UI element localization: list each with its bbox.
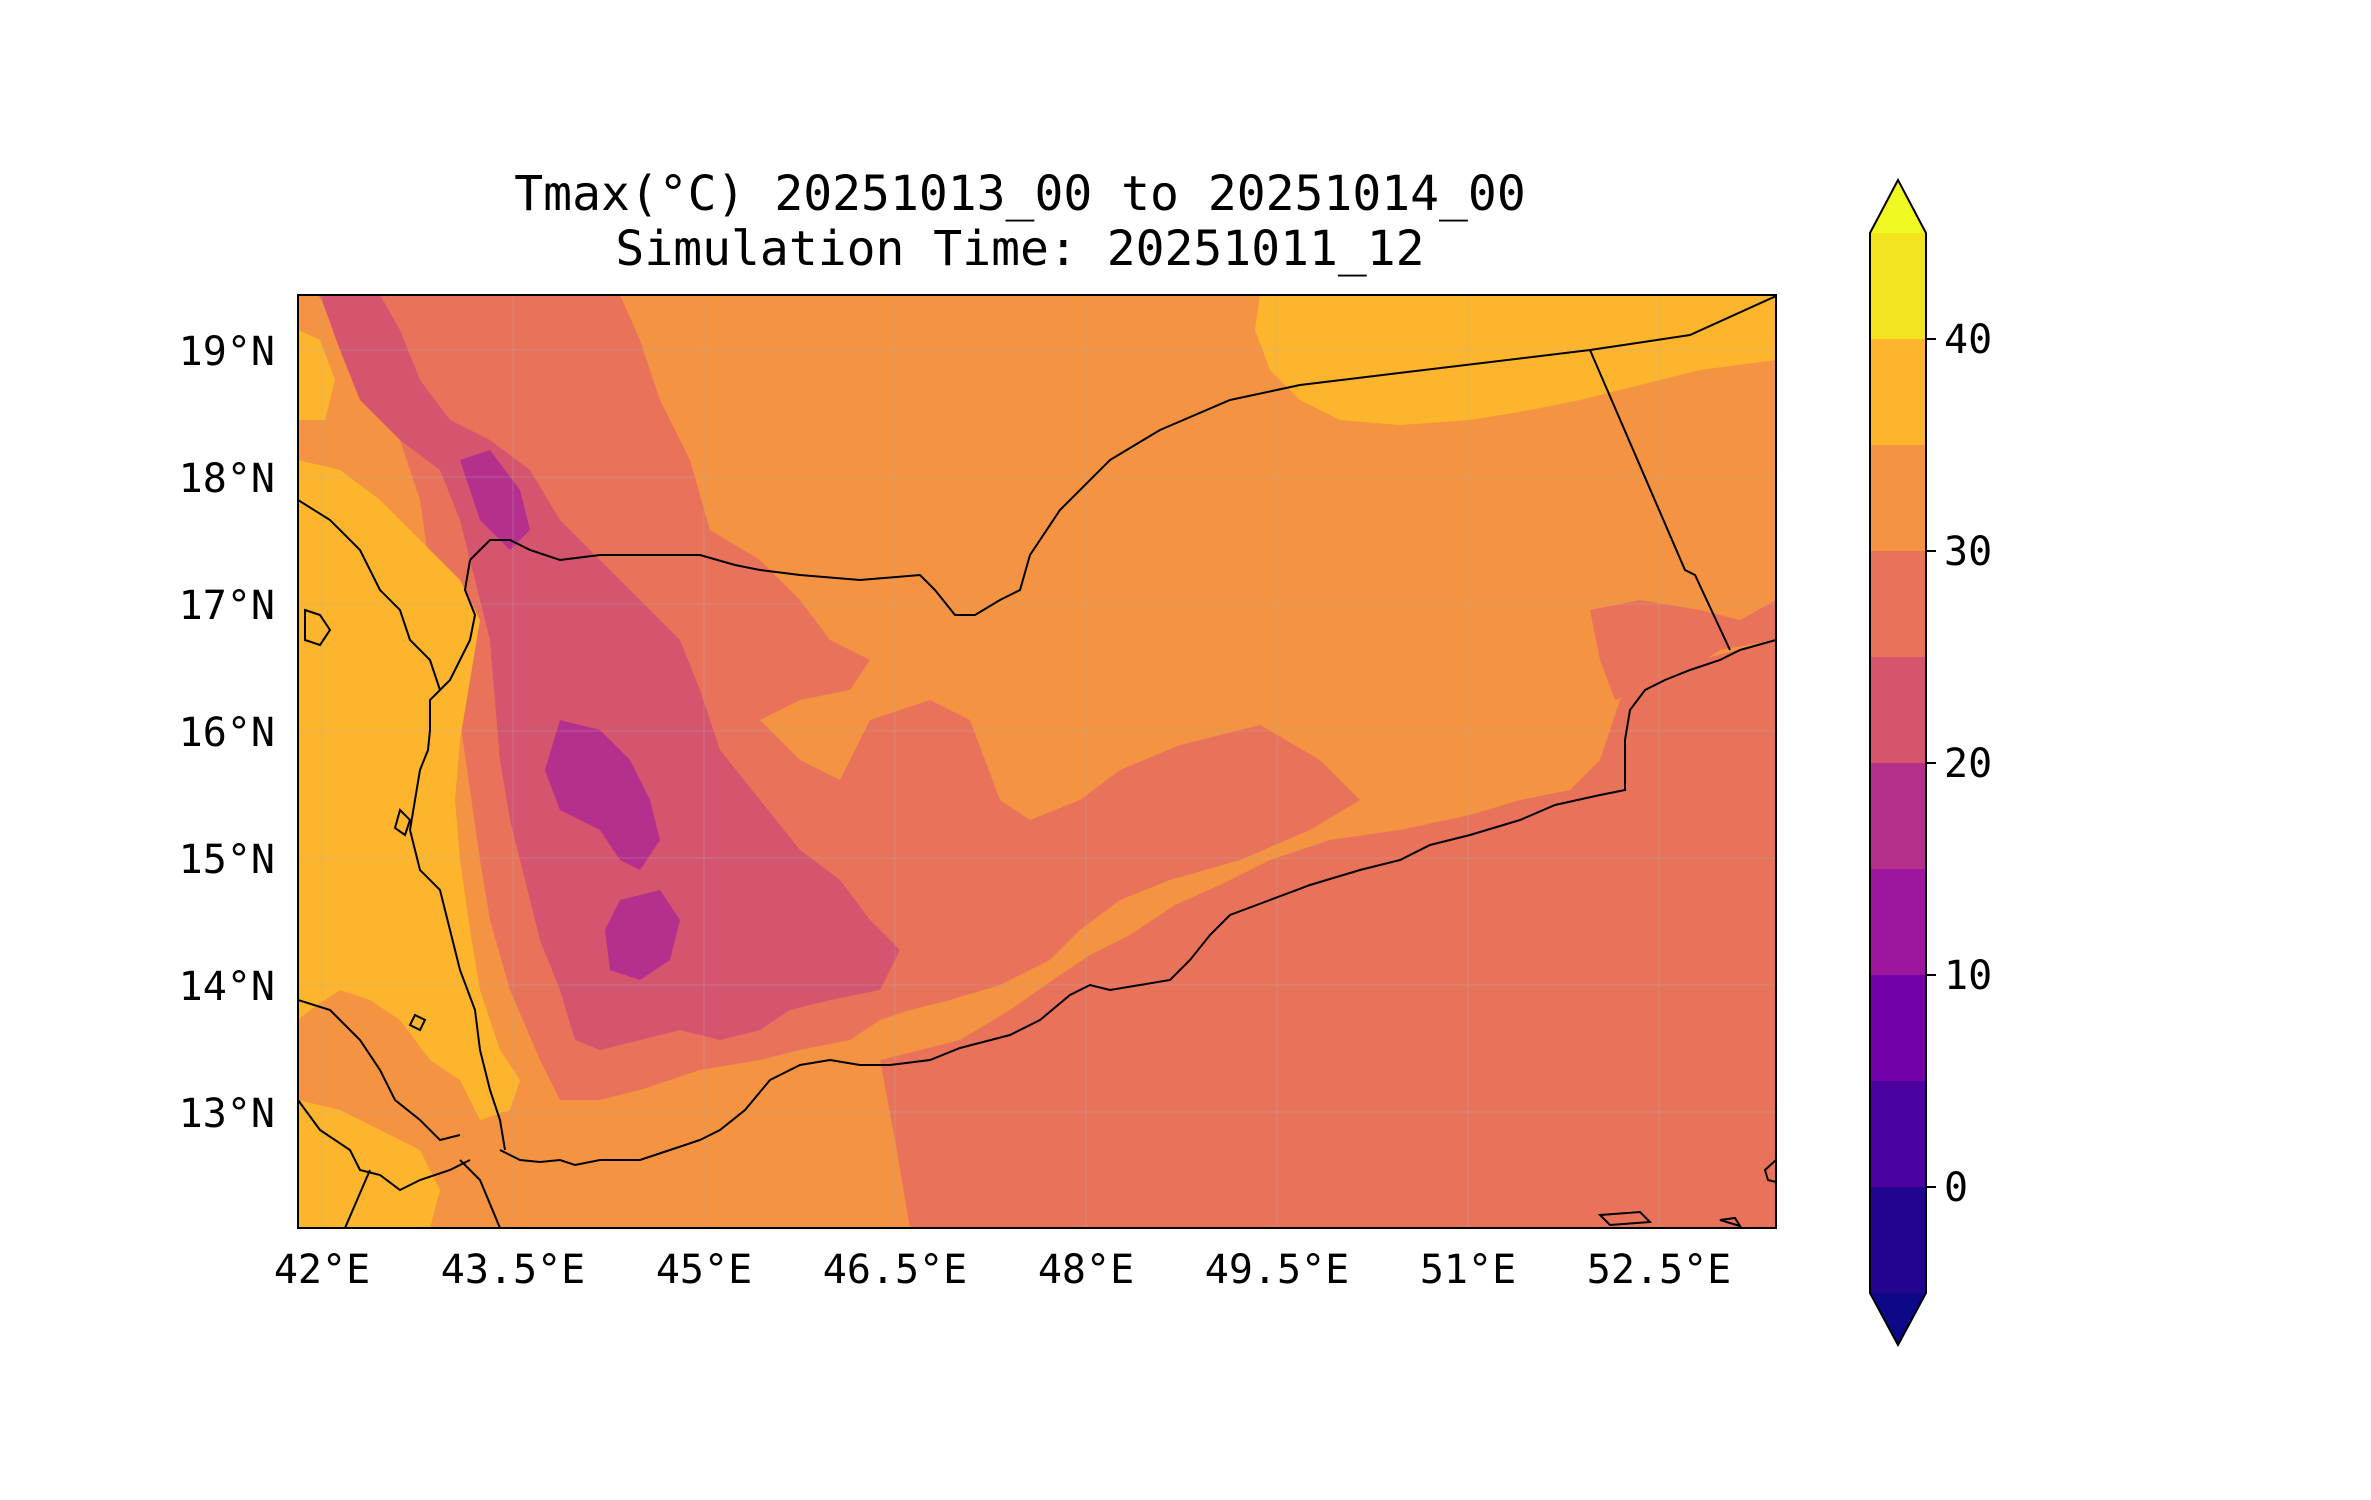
somalia-coast xyxy=(459,1159,501,1228)
saudi-coast xyxy=(298,499,441,691)
lon-tick-label: 45°E xyxy=(656,1247,752,1293)
lon-tick-label: 46.5°E xyxy=(823,1247,968,1293)
abd-al-kuri-island xyxy=(1719,1216,1743,1228)
lon-tick-label: 52.5°E xyxy=(1587,1247,1732,1293)
band-20-25-highlands xyxy=(320,295,900,1050)
lat-tick-label: 19°N xyxy=(179,329,275,375)
lat-tick-label: 15°N xyxy=(179,837,275,883)
map-gridlines xyxy=(298,295,1776,1228)
lat-tick-label: 13°N xyxy=(179,1091,275,1137)
lat-tick-label: 18°N xyxy=(179,456,275,502)
band-15-20-central xyxy=(545,720,660,870)
lon-tick-label: 49.5°E xyxy=(1205,1247,1350,1293)
longitude-axis: 42°E 43.5°E 45°E 46.5°E 48°E 49.5°E 51°E… xyxy=(274,1247,1731,1293)
colorbar-tick-label: 30 xyxy=(1944,529,1992,575)
lon-tick-label: 51°E xyxy=(1420,1247,1516,1293)
colorbar-tick-label: 40 xyxy=(1944,317,1992,363)
yemen-coastline xyxy=(469,295,1776,616)
farasan-island xyxy=(304,608,332,647)
yemen-southern-coast xyxy=(499,639,1776,1167)
band-25-30-east xyxy=(1590,600,1776,700)
band-25-30-sea xyxy=(880,640,1776,1228)
band-15-20-south xyxy=(605,890,680,980)
lat-tick-label: 16°N xyxy=(179,710,275,756)
eritrea-coast xyxy=(298,999,461,1142)
band-15-20-north xyxy=(460,450,530,550)
hanish-island xyxy=(408,1013,427,1032)
lon-tick-label: 42°E xyxy=(274,1247,370,1293)
saudi-oman-border xyxy=(1589,349,1731,651)
kamaran-island xyxy=(393,808,412,837)
colorbar-under-extend xyxy=(1870,1293,1926,1345)
colorbar-outline xyxy=(1869,177,1927,1348)
lon-tick-label: 48°E xyxy=(1038,1247,1134,1293)
map-title-line-2: Simulation Time: 20251011_12 xyxy=(615,221,1424,277)
colorbar-band-25-30 xyxy=(1870,551,1926,657)
coastlines-borders xyxy=(298,295,1776,1228)
colorbar-band-0-5 xyxy=(1870,1081,1926,1187)
colorbar-band-10-15 xyxy=(1870,869,1926,975)
colorbar-over-extend xyxy=(1870,180,1926,233)
lon-tick-label: 43.5°E xyxy=(441,1247,586,1293)
colorbar-tick-label: 0 xyxy=(1944,1165,1968,1211)
colorbar-tick-label: 10 xyxy=(1944,953,1992,999)
colorbar-band-35-40 xyxy=(1870,339,1926,445)
band-35-40-tihama xyxy=(298,460,520,1120)
temperature-map xyxy=(298,295,1776,1228)
colorbar-band-40-45 xyxy=(1870,233,1926,339)
map-frame xyxy=(297,294,1777,1229)
djibouti-coast xyxy=(298,1099,471,1192)
colorbar: 40 30 20 10 0 xyxy=(1869,177,1992,1348)
lat-tick-label: 14°N xyxy=(179,964,275,1010)
colorbar-band-15-20 xyxy=(1870,763,1926,869)
djibouti-border xyxy=(344,1169,371,1228)
colorbar-band-20-25 xyxy=(1870,657,1926,763)
colorbar-band-30-35 xyxy=(1870,445,1926,551)
colorbar-band-m5-0 xyxy=(1870,1187,1926,1293)
map-title-line-1: Tmax(°C) 20251013_00 to 20251014_00 xyxy=(514,166,1525,222)
red-sea-coast-yemen xyxy=(408,559,506,1151)
latitude-axis: 19°N 18°N 17°N 16°N 15°N 14°N 13°N xyxy=(179,329,275,1137)
socotra-island xyxy=(1597,1210,1653,1227)
band-35-40-southwest xyxy=(298,1100,440,1228)
east-coast-fragment xyxy=(1763,1159,1776,1183)
colorbar-band-5-10 xyxy=(1870,975,1926,1081)
band-35-40-northwest xyxy=(298,330,335,420)
colorbar-tick-label: 20 xyxy=(1944,741,1992,787)
lat-tick-label: 17°N xyxy=(179,583,275,629)
band-35-40-desert xyxy=(1255,295,1776,425)
